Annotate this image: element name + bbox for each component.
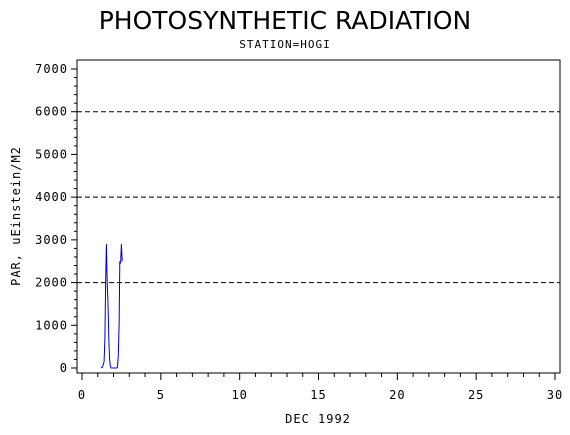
x-axis: 0 5 10 15 20 25 30 <box>78 373 563 402</box>
chart-title: PHOTOSYNTHETIC RADIATION <box>99 6 472 35</box>
x-tick-label: 5 <box>157 388 165 402</box>
series-line-0 <box>100 244 123 369</box>
y-tick-label: 5000 <box>35 147 68 161</box>
y-tick-label: 7000 <box>35 62 68 76</box>
y-tick-label: 1000 <box>35 318 68 332</box>
reference-lines <box>77 111 560 284</box>
x-tick-label: 10 <box>231 388 247 402</box>
x-tick-label: 20 <box>389 388 405 402</box>
plot-frame <box>76 59 561 374</box>
y-axis: 0 1000 2000 3000 4000 5000 6000 7000 <box>35 62 77 375</box>
chart-subtitle: STATION=HOGI <box>239 38 330 51</box>
y-axis-label: PAR, uEinstein/M2 <box>9 146 23 286</box>
y-tick-label: 4000 <box>35 190 68 204</box>
y-tick-label: 2000 <box>35 276 68 290</box>
series-layer <box>100 244 123 369</box>
y-tick-label: 6000 <box>35 105 68 119</box>
x-tick-label: 30 <box>547 388 563 402</box>
y-tick-label: 3000 <box>35 233 68 247</box>
x-axis-label: DEC 1992 <box>285 412 351 426</box>
x-tick-label: 15 <box>310 388 326 402</box>
x-tick-label: 0 <box>78 388 86 402</box>
x-tick-label: 25 <box>468 388 484 402</box>
y-tick-label: 0 <box>60 361 68 375</box>
